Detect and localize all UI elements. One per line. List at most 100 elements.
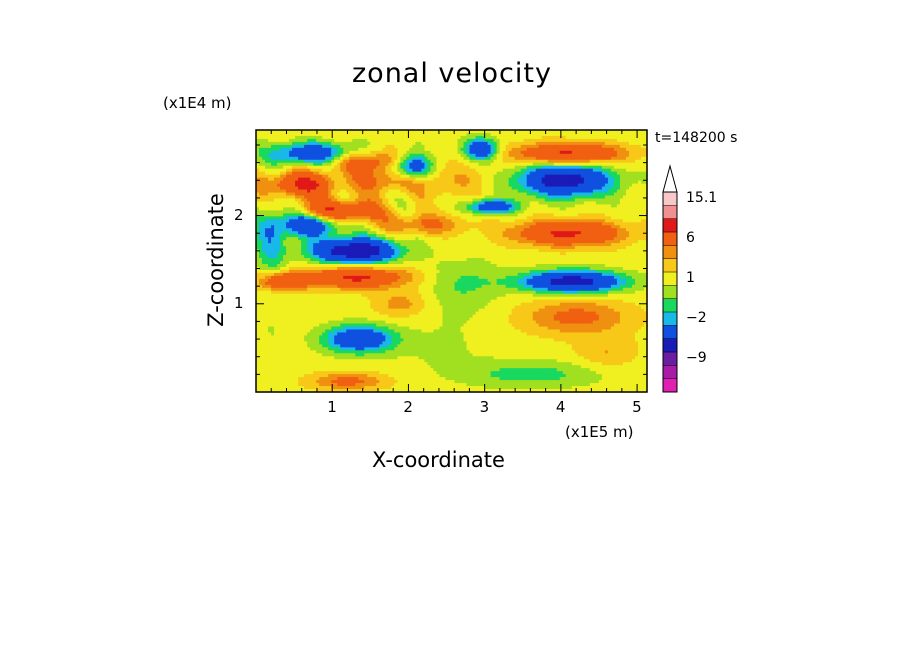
field-cell — [529, 162, 534, 167]
field-cell — [607, 144, 612, 149]
field-cell — [469, 138, 474, 143]
field-cell — [487, 147, 492, 152]
field-cell — [295, 162, 299, 167]
field-cell — [508, 132, 513, 137]
field-cell — [316, 138, 320, 143]
field-cell — [550, 135, 555, 140]
field-cell — [517, 135, 522, 140]
field-cell — [382, 147, 386, 152]
field-cell — [406, 159, 410, 164]
field-cell — [283, 147, 287, 152]
field-cell — [313, 165, 317, 170]
field-cell — [568, 135, 573, 140]
field-cell — [424, 156, 429, 161]
field-cell — [523, 130, 528, 134]
field-cell — [511, 150, 516, 155]
field-cell — [451, 138, 456, 143]
field-cell — [451, 135, 456, 140]
field-cell — [388, 153, 392, 158]
field-cell — [589, 165, 594, 170]
field-cell — [397, 141, 401, 146]
field-cell — [424, 141, 429, 146]
field-cell — [313, 144, 317, 149]
field-cell — [517, 162, 522, 167]
field-cell — [532, 150, 537, 155]
field-cell — [484, 156, 489, 161]
field-cell — [508, 144, 513, 149]
field-cell — [358, 162, 362, 167]
field-cell — [460, 150, 465, 155]
field-cell — [445, 147, 450, 152]
field-cell — [556, 156, 561, 161]
field-cell — [268, 132, 272, 137]
field-cell — [553, 156, 558, 161]
field-cell — [619, 165, 624, 170]
field-cell — [340, 130, 344, 134]
field-cell — [463, 165, 468, 170]
field-cell — [514, 156, 519, 161]
field-cell — [415, 147, 420, 152]
field-cell — [385, 153, 389, 158]
field-cell — [397, 162, 401, 167]
field-cell — [526, 162, 531, 167]
field-cell — [349, 150, 353, 155]
field-cell — [538, 141, 543, 146]
field-cell — [334, 132, 338, 137]
field-cell — [307, 156, 311, 161]
field-cell — [565, 153, 570, 158]
field-cell — [490, 132, 495, 137]
field-cell — [556, 132, 561, 137]
field-cell — [508, 165, 513, 170]
field-cell — [595, 147, 600, 152]
field-cell — [403, 165, 407, 170]
field-cell — [334, 153, 338, 158]
field-cell — [565, 135, 570, 140]
field-cell — [337, 144, 341, 149]
field-cell — [559, 165, 564, 170]
field-cell — [631, 147, 636, 152]
field-cell — [547, 159, 552, 164]
field-cell — [505, 132, 510, 137]
field-cell — [280, 159, 284, 164]
field-cell — [637, 153, 642, 158]
field-cell — [640, 150, 645, 155]
field-cell — [481, 150, 486, 155]
field-cell — [544, 165, 549, 170]
field-cell — [577, 130, 582, 134]
field-cell — [415, 130, 420, 134]
field-cell — [427, 147, 432, 152]
field-cell — [535, 153, 540, 158]
field-cell — [484, 144, 489, 149]
field-cell — [454, 144, 459, 149]
field-cell — [613, 132, 618, 137]
field-cell — [502, 138, 507, 143]
field-cell — [628, 144, 633, 149]
field-cell — [583, 135, 588, 140]
field-cell — [487, 153, 492, 158]
field-cell — [643, 144, 648, 149]
field-cell — [436, 135, 441, 140]
field-cell — [610, 141, 615, 146]
field-cell — [382, 144, 386, 149]
field-cell — [421, 162, 426, 167]
field-cell — [319, 153, 323, 158]
field-cell — [598, 141, 603, 146]
field-cell — [607, 156, 612, 161]
field-cell — [505, 144, 510, 149]
field-cell — [337, 159, 341, 164]
field-cell — [310, 147, 314, 152]
field-cell — [583, 150, 588, 155]
field-cell — [499, 159, 504, 164]
field-cell — [442, 147, 447, 152]
field-cell — [460, 165, 465, 170]
field-cell — [595, 144, 600, 149]
field-cell — [367, 141, 371, 146]
field-cell — [361, 150, 365, 155]
field-cell — [322, 162, 326, 167]
field-cell — [526, 130, 531, 134]
field-cell — [643, 135, 648, 140]
field-cell — [592, 144, 597, 149]
field-cell — [538, 147, 543, 152]
field-cell — [448, 150, 453, 155]
field-cell — [421, 138, 426, 143]
